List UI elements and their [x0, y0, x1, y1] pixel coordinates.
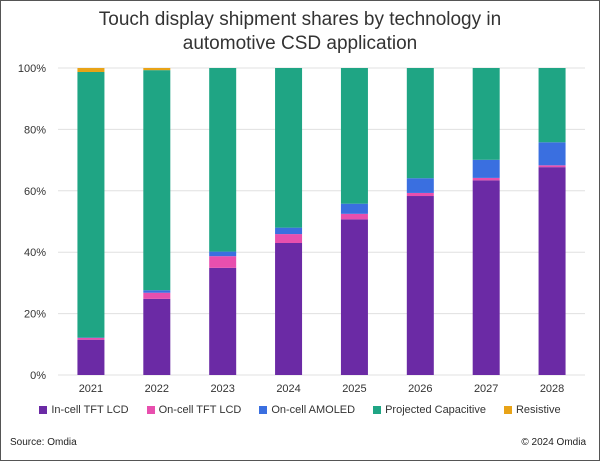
bar-segment-on-cell-amoled — [472, 159, 500, 178]
bar-segment-on-cell-tft-lcd — [538, 165, 566, 168]
legend-item: In-cell TFT LCD — [39, 404, 129, 416]
legend-swatch — [373, 406, 382, 414]
x-tick-label: 2027 — [474, 383, 498, 395]
legend-label: Projected Capacitive — [385, 404, 486, 416]
y-tick-label: 0% — [30, 370, 46, 382]
bar-segment-projected-capacitive — [77, 71, 105, 338]
x-tick-label: 2021 — [79, 383, 103, 395]
legend-swatch — [146, 406, 155, 414]
source-note: Source: Omdia — [10, 437, 77, 448]
title-line-2: automotive CSD application — [182, 33, 418, 54]
bar-segment-in-cell-tft-lcd — [77, 339, 105, 375]
bar-segment-in-cell-tft-lcd — [340, 219, 368, 375]
legend-label: On-cell AMOLED — [271, 404, 356, 416]
bar-segment-projected-capacitive — [340, 68, 368, 204]
legend-item: Projected Capacitive — [373, 404, 486, 416]
bar-segment-on-cell-amoled — [340, 203, 368, 214]
y-tick-label: 40% — [24, 247, 46, 259]
bar-segment-in-cell-tft-lcd — [538, 167, 566, 375]
bar-segment-in-cell-tft-lcd — [472, 180, 500, 375]
legend-swatch — [259, 406, 268, 414]
legend: In-cell TFT LCD On-cell TFT LCD On-cell AM… — [0, 404, 600, 416]
bar-segment-resistive — [77, 68, 105, 72]
bar-segment-on-cell-tft-lcd — [143, 292, 171, 299]
legend-item: Resistive — [503, 404, 561, 416]
x-tick-label: 2026 — [408, 383, 432, 395]
bar-segment-on-cell-tft-lcd — [472, 177, 500, 181]
bar-segment-projected-capacitive — [143, 70, 171, 291]
legend-label: On-cell TFT LCD — [158, 404, 242, 416]
y-tick-label: 100% — [18, 63, 46, 75]
bar-segment-projected-capacitive — [209, 68, 237, 252]
bar-segment-on-cell-tft-lcd — [340, 213, 368, 220]
legend-label: Resistive — [515, 404, 561, 416]
bar-segment-on-cell-amoled — [209, 251, 237, 257]
legend-label: In-cell TFT LCD — [51, 404, 129, 416]
x-tick-label: 2024 — [276, 383, 300, 395]
title-line-1: Touch display shipment shares by technol… — [98, 9, 502, 30]
bar-segment-resistive — [143, 68, 171, 71]
y-tick-label: 80% — [24, 124, 46, 136]
bar-segment-projected-capacitive — [538, 68, 566, 143]
bar-segment-in-cell-tft-lcd — [143, 298, 171, 375]
chart-title: Touch display shipment shares by technol… — [0, 8, 600, 56]
x-tick-label: 2025 — [342, 383, 366, 395]
bar-segment-in-cell-tft-lcd — [406, 196, 434, 375]
x-tick-label: 2023 — [210, 383, 234, 395]
bar-segment-on-cell-tft-lcd — [406, 192, 434, 197]
legend-swatch — [503, 406, 512, 414]
bar-segment-on-cell-tft-lcd — [77, 337, 105, 340]
x-tick-label: 2028 — [540, 383, 564, 395]
bar-segment-projected-capacitive — [275, 68, 303, 228]
bar-segment-on-cell-amoled — [275, 227, 303, 235]
bar-segment-on-cell-tft-lcd — [209, 256, 237, 268]
bar-segment-in-cell-tft-lcd — [209, 267, 237, 375]
y-tick-label: 60% — [24, 186, 46, 198]
legend-swatch — [39, 406, 48, 414]
x-tick-label: 2022 — [145, 383, 169, 395]
legend-item: On-cell TFT LCD — [146, 404, 242, 416]
bar-segment-on-cell-tft-lcd — [275, 234, 303, 243]
bar-segment-projected-capacitive — [406, 68, 434, 179]
y-tick-label: 20% — [24, 309, 46, 321]
legend-item: On-cell AMOLED — [259, 404, 355, 416]
bar-segment-projected-capacitive — [472, 68, 500, 160]
copyright-note: © 2024 Omdia — [521, 437, 586, 448]
bar-segment-on-cell-amoled — [143, 290, 171, 293]
bar-segment-in-cell-tft-lcd — [275, 242, 303, 375]
bar-segment-on-cell-amoled — [538, 142, 566, 166]
bar-segment-on-cell-amoled — [406, 178, 434, 193]
